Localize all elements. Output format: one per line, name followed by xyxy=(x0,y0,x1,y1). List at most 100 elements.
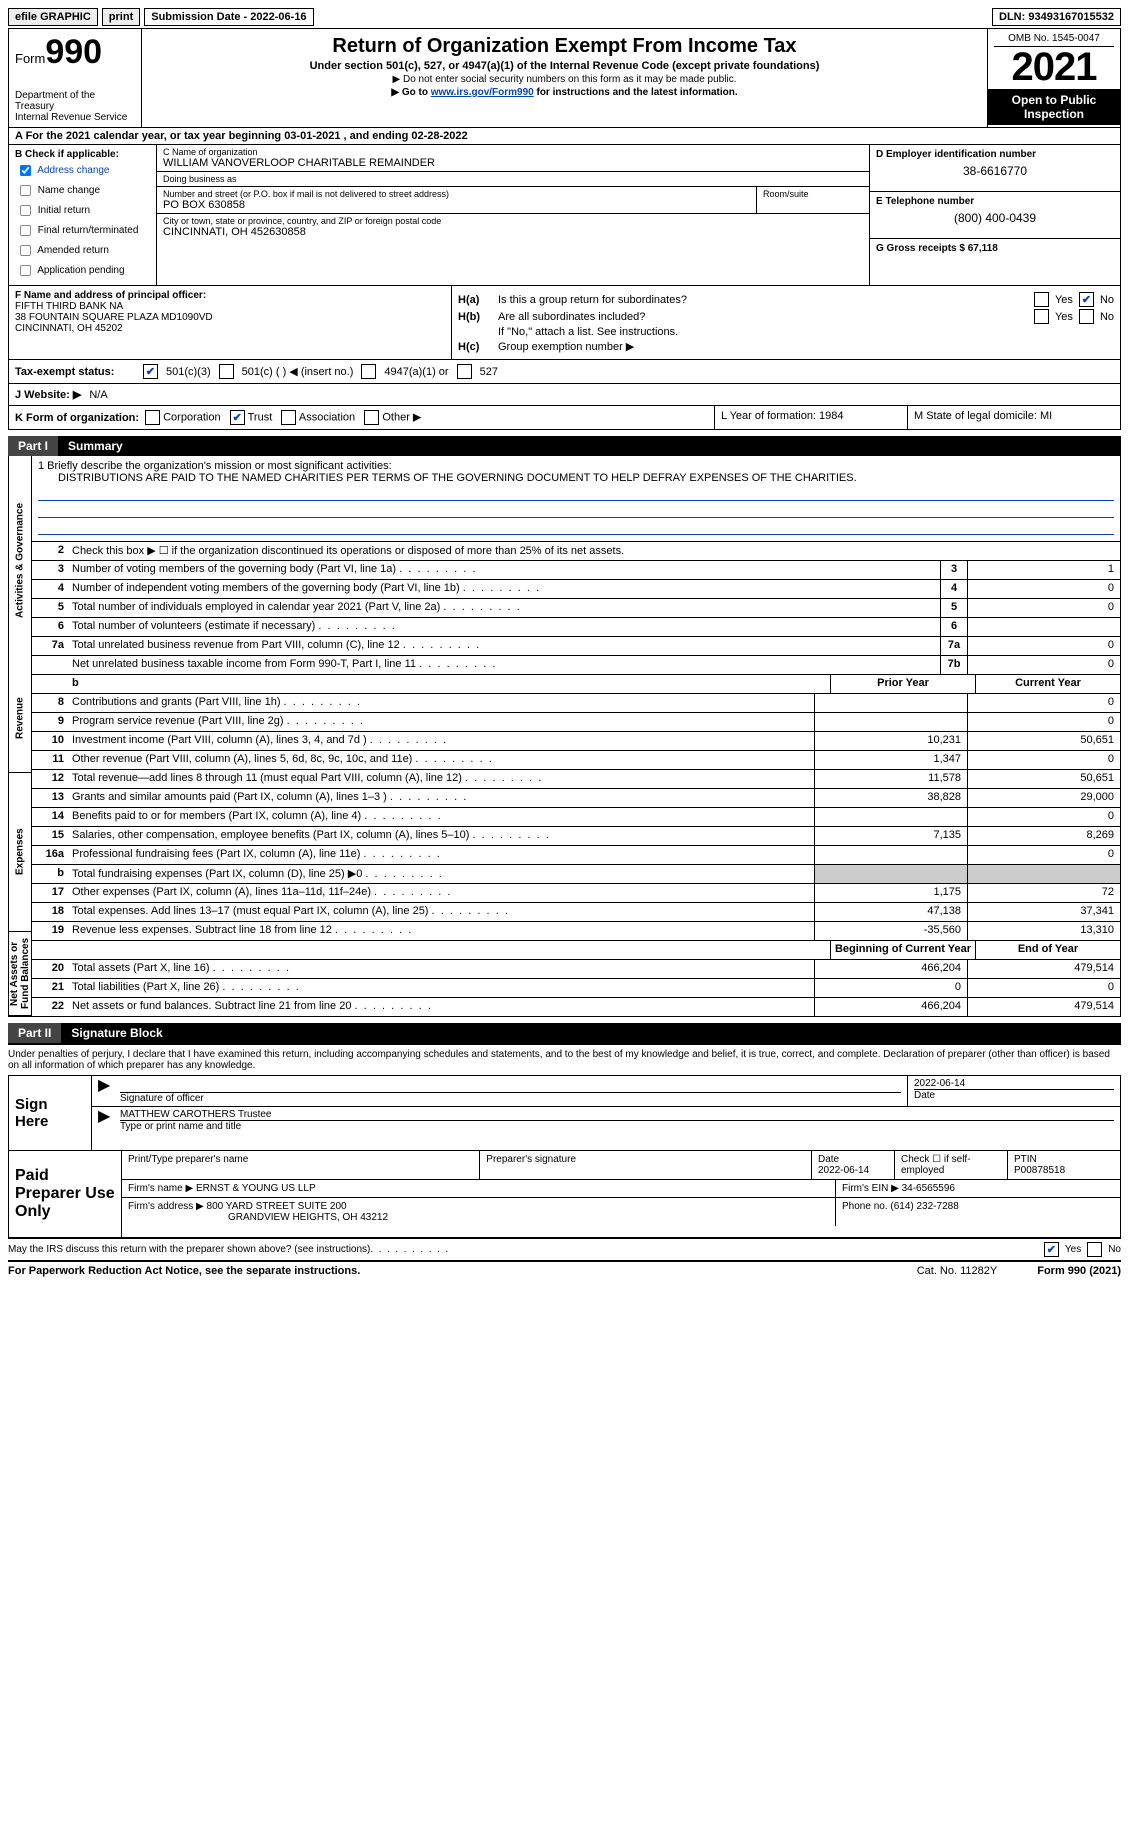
h-b-yes[interactable] xyxy=(1034,309,1049,324)
c-dba-lbl: Doing business as xyxy=(163,174,863,184)
c-addr-row: Number and street (or P.O. box if mail i… xyxy=(157,187,869,214)
e-phone: E Telephone number (800) 400-0439 xyxy=(870,192,1120,239)
submission-date: Submission Date - 2022-06-16 xyxy=(144,8,313,26)
cat: Cat. No. 11282Y xyxy=(917,1265,998,1277)
hdr-left: Form990 Department of the Treasury Inter… xyxy=(9,29,142,127)
form-subtitle: Under section 501(c), 527, or 4947(a)(1)… xyxy=(148,60,981,72)
irs-link[interactable]: www.irs.gov/Form990 xyxy=(431,87,534,98)
c-room-lbl: Room/suite xyxy=(763,189,863,199)
g-lbl: G Gross receipts $ xyxy=(876,243,968,254)
prep-r2-c2: Firm's EIN ▶ 34-6565596 xyxy=(836,1180,1120,1197)
h-b-yn: Yes No xyxy=(1034,309,1114,324)
d-ein: D Employer identification number 38-6616… xyxy=(870,145,1120,192)
subdate-val: 2022-06-16 xyxy=(250,11,306,23)
col-b: B Check if applicable: Address change Na… xyxy=(9,145,157,285)
b-item-1[interactable]: Name change xyxy=(15,181,150,200)
sig-right: ▶ Signature of officer 2022-06-14 Date ▶… xyxy=(92,1076,1120,1150)
discuss-no[interactable] xyxy=(1087,1242,1102,1257)
h-a-yes[interactable] xyxy=(1034,292,1049,307)
row-klm: K Form of organization: Corporation Trus… xyxy=(8,406,1121,430)
j-val: N/A xyxy=(89,389,107,401)
prep-r2: Firm's name ▶ ERNST & YOUNG US LLP Firm'… xyxy=(122,1179,1120,1197)
current-hdr: Current Year xyxy=(975,675,1120,693)
b-item-5[interactable]: Application pending xyxy=(15,261,150,280)
efile-btn[interactable]: efile GRAPHIC xyxy=(8,8,98,26)
c-dba: Doing business as xyxy=(157,172,869,187)
b-label: B Check if applicable: xyxy=(15,149,150,160)
h-b: H(b) Are all subordinates included? Yes … xyxy=(458,309,1114,324)
note-link: ▶ Go to www.irs.gov/Form990 for instruct… xyxy=(148,87,981,98)
i-4947[interactable] xyxy=(361,364,376,379)
open-to-public: Open to Public Inspection xyxy=(988,89,1120,125)
col-hdr-net: Beginning of Current Year End of Year xyxy=(32,940,1120,959)
k-opt-3[interactable] xyxy=(364,410,379,425)
b-item-0[interactable]: Address change xyxy=(15,161,150,180)
col-c: C Name of organization WILLIAM VANOVERLO… xyxy=(157,145,869,285)
paperwork: For Paperwork Reduction Act Notice, see … xyxy=(8,1260,1121,1280)
part2-hdr: Part II Signature Block xyxy=(8,1023,1121,1043)
col-f: F Name and address of principal officer:… xyxy=(9,286,452,359)
sig-off-lbl: Signature of officer xyxy=(120,1092,901,1104)
c-addr: Number and street (or P.O. box if mail i… xyxy=(157,187,757,213)
h-a-txt: Is this a group return for subordinates? xyxy=(498,294,1034,306)
prep-r2-c1v: ERNST & YOUNG US LLP xyxy=(196,1183,316,1194)
dln-val: 93493167015532 xyxy=(1028,11,1114,23)
hdr-mid: Return of Organization Exempt From Incom… xyxy=(142,29,988,127)
prep-r1-c5l: PTIN xyxy=(1014,1154,1037,1165)
line-7a: 7aTotal unrelated business revenue from … xyxy=(32,636,1120,655)
i-527[interactable] xyxy=(457,364,472,379)
c-city: City or town, state or province, country… xyxy=(157,214,869,240)
form-word: Form xyxy=(15,51,45,66)
line-9: 9Program service revenue (Part VIII, lin… xyxy=(32,712,1120,731)
i-501c[interactable] xyxy=(219,364,234,379)
prep-r3-c1v: 800 YARD STREET SUITE 200 xyxy=(207,1201,347,1212)
sum-body: 1 Briefly describe the organization's mi… xyxy=(32,456,1120,1016)
line-14: 14Benefits paid to or for members (Part … xyxy=(32,807,1120,826)
note2-post: for instructions and the latest informat… xyxy=(534,87,738,98)
prep-r1-c3: 2022-06-14 xyxy=(818,1165,869,1176)
prep-r1-c2: Preparer's signature xyxy=(480,1151,812,1179)
i-501c3[interactable] xyxy=(143,364,158,379)
c-name: C Name of organization WILLIAM VANOVERLO… xyxy=(157,145,869,172)
b-item-2[interactable]: Initial return xyxy=(15,201,150,220)
line-18: 18Total expenses. Add lines 13–17 (must … xyxy=(32,902,1120,921)
col-h: H(a) Is this a group return for subordin… xyxy=(452,286,1120,359)
k-opt-1[interactable] xyxy=(230,410,245,425)
vtab-exp: Expenses xyxy=(9,773,31,932)
prep-r1-c5: P00878518 xyxy=(1014,1165,1065,1176)
print-btn[interactable]: print xyxy=(102,8,140,26)
b-item-4[interactable]: Amended return xyxy=(15,241,150,260)
line-2: 2Check this box ▶ ☐ if the organization … xyxy=(32,542,1120,560)
dln: DLN: 93493167015532 xyxy=(992,8,1121,26)
sig-row1: ▶ Signature of officer 2022-06-14 Date xyxy=(92,1076,1120,1106)
b-item-3[interactable]: Final return/terminated xyxy=(15,221,150,240)
k-opt-2[interactable] xyxy=(281,410,296,425)
line-19: 19Revenue less expenses. Subtract line 1… xyxy=(32,921,1120,940)
part1-lbl: Part I xyxy=(8,436,58,456)
discuss-yes[interactable] xyxy=(1044,1242,1059,1257)
h-b-no[interactable] xyxy=(1079,309,1094,324)
sig-name: MATTHEW CAROTHERS Trustee xyxy=(120,1109,1114,1120)
dept: Department of the Treasury Internal Reve… xyxy=(15,90,135,123)
note-ssn: ▶ Do not enter social security numbers o… xyxy=(148,74,981,85)
sig-block: Sign Here ▶ Signature of officer 2022-06… xyxy=(8,1075,1121,1151)
block-fh: F Name and address of principal officer:… xyxy=(8,286,1121,360)
c-city-lbl: City or town, state or province, country… xyxy=(163,216,863,226)
discuss-txt: May the IRS discuss this return with the… xyxy=(8,1244,370,1255)
c-city-val: CINCINNATI, OH 452630858 xyxy=(163,226,863,238)
h-a-no[interactable] xyxy=(1079,292,1094,307)
line-16a: 16aProfessional fundraising fees (Part I… xyxy=(32,845,1120,864)
h-b2: If "No," attach a list. See instructions… xyxy=(458,326,1114,338)
line-22: 22Net assets or fund balances. Subtract … xyxy=(32,997,1120,1016)
line-3: 3Number of voting members of the governi… xyxy=(32,560,1120,579)
line-10: 10Investment income (Part VIII, column (… xyxy=(32,731,1120,750)
i-lbl: Tax-exempt status: xyxy=(15,366,135,378)
e-lbl: E Telephone number xyxy=(876,196,1114,207)
line-17: 17Other expenses (Part IX, column (A), l… xyxy=(32,883,1120,902)
line-13: 13Grants and similar amounts paid (Part … xyxy=(32,788,1120,807)
prep-r3-c2: Phone no. (614) 232-7288 xyxy=(836,1198,1120,1226)
row-l: L Year of formation: 1984 xyxy=(714,406,907,429)
k-opt-0[interactable] xyxy=(145,410,160,425)
sig-row2: ▶ MATTHEW CAROTHERS Trustee Type or prin… xyxy=(92,1106,1120,1134)
f-l1: FIFTH THIRD BANK NA xyxy=(15,301,445,312)
